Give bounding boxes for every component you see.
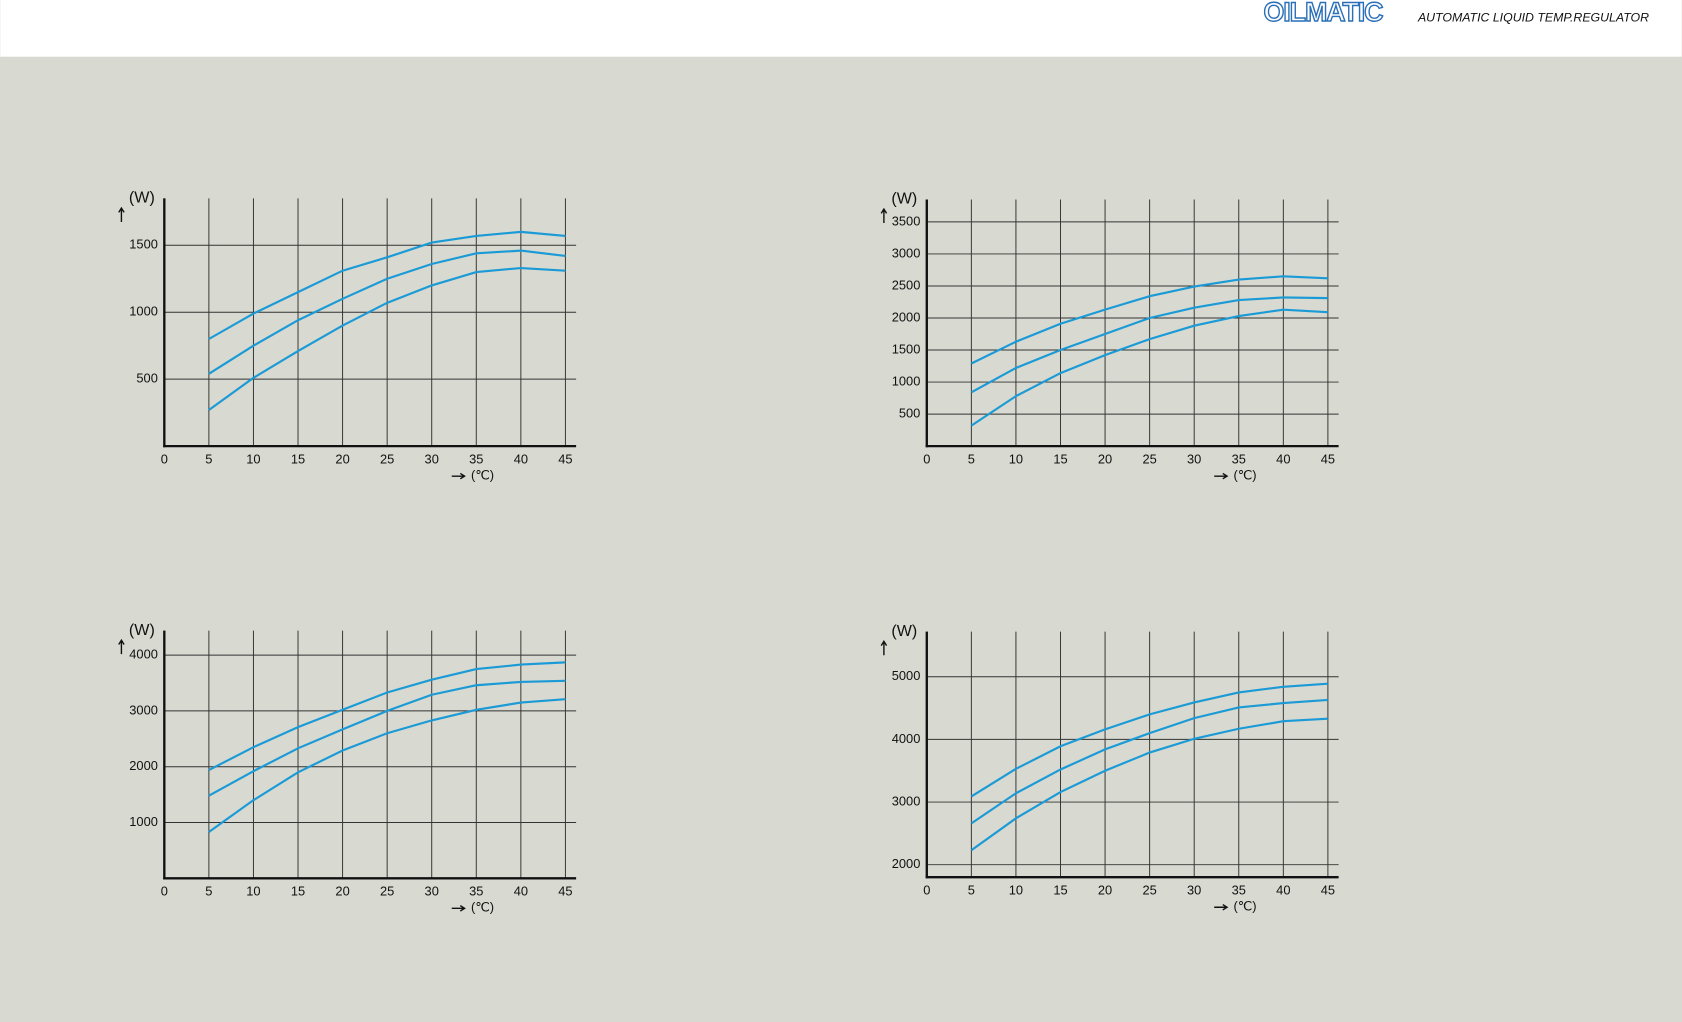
y-tick-label: 1500	[129, 237, 158, 252]
x-tick-label: 20	[335, 451, 349, 466]
x-tick-label: 40	[1276, 883, 1290, 898]
y-tick-label: 4000	[129, 647, 158, 662]
y-tick-label: 500	[136, 371, 157, 386]
y-axis-label: (W)	[129, 189, 155, 207]
x-axis-label: (℃)	[471, 468, 494, 483]
x-tick-label: 45	[558, 451, 572, 466]
data-line	[970, 308, 1328, 427]
x-tick-label: 5	[968, 451, 975, 466]
x-tick-label: 35	[469, 451, 483, 466]
x-tick-label: 5	[968, 883, 975, 898]
x-tick-label: 45	[1321, 883, 1335, 898]
content-background	[0, 56, 1682, 1022]
y-tick-label: 3000	[129, 702, 158, 717]
x-tick-label: 15	[1053, 451, 1067, 466]
y-tick-label: 2000	[129, 758, 158, 773]
y-axis-label: (W)	[129, 621, 155, 639]
x-tick-label: 30	[425, 451, 439, 466]
data-line	[970, 717, 1328, 852]
data-line	[208, 249, 566, 375]
y-tick-label: 1000	[892, 373, 921, 388]
x-tick-label: 25	[380, 884, 394, 899]
data-line	[208, 230, 566, 340]
y-tick-label: 4000	[892, 731, 921, 746]
x-tick-label: 35	[469, 884, 483, 899]
header-band	[0, 0, 1682, 57]
x-tick-label: 20	[335, 884, 349, 899]
data-line	[208, 679, 566, 797]
x-axis-label: (℃)	[471, 900, 494, 915]
x-tick-label: 10	[246, 884, 260, 899]
logo: OILMATIC	[1264, 0, 1384, 27]
y-tick-label: 1000	[129, 304, 158, 319]
x-tick-label: 40	[514, 451, 528, 466]
y-tick-label: 2500	[892, 277, 921, 292]
x-tick-label: 0	[923, 451, 930, 466]
x-tick-label: 35	[1232, 883, 1246, 898]
x-arrow	[1214, 472, 1229, 480]
tagline: AUTOMATIC LIQUID TEMP.REGULATOR	[1417, 10, 1649, 24]
x-arrow	[451, 472, 466, 480]
data-line	[970, 275, 1328, 365]
x-tick-label: 45	[558, 884, 572, 899]
x-tick-label: 10	[1009, 883, 1023, 898]
x-axis-label: (℃)	[1233, 899, 1256, 914]
data-line	[208, 661, 566, 772]
x-tick-label: 25	[380, 451, 394, 466]
x-tick-label: 45	[1321, 451, 1335, 466]
y-tick-label: 500	[899, 405, 920, 420]
x-tick-label: 15	[1053, 883, 1067, 898]
data-line	[970, 296, 1328, 394]
x-axis-label: (℃)	[1233, 468, 1256, 483]
data-line	[208, 266, 566, 411]
y-tick-label: 5000	[892, 668, 921, 683]
x-arrow	[451, 905, 466, 912]
x-tick-label: 30	[1187, 451, 1201, 466]
x-tick-label: 20	[1098, 883, 1112, 898]
y-arrow	[118, 206, 125, 222]
x-tick-label: 40	[514, 884, 528, 899]
y-arrow	[118, 638, 125, 655]
data-line	[208, 698, 566, 833]
y-axis-label: (W)	[891, 190, 917, 208]
x-tick-label: 25	[1142, 451, 1156, 466]
x-tick-label: 0	[161, 884, 168, 899]
y-tick-label: 3000	[892, 793, 921, 808]
y-tick-label: 2000	[892, 309, 921, 324]
y-tick-label: 2000	[892, 856, 921, 871]
y-arrow	[880, 639, 888, 656]
x-tick-label: 10	[246, 451, 260, 466]
y-tick-label: 3500	[892, 213, 921, 228]
y-tick-label: 1000	[129, 814, 158, 829]
y-arrow	[880, 207, 888, 224]
x-tick-label: 30	[1187, 883, 1201, 898]
x-tick-label: 15	[291, 451, 305, 466]
y-tick-label: 3000	[892, 245, 921, 260]
x-arrow	[1214, 903, 1229, 911]
x-tick-label: 30	[425, 884, 439, 899]
x-tick-label: 5	[205, 451, 212, 466]
x-tick-label: 25	[1142, 883, 1156, 898]
x-tick-label: 0	[923, 883, 930, 898]
y-axis-label: (W)	[891, 622, 917, 640]
y-tick-label: 1500	[892, 341, 921, 356]
x-tick-label: 10	[1009, 451, 1023, 466]
data-line	[970, 682, 1328, 798]
x-tick-label: 0	[161, 451, 168, 466]
x-tick-label: 40	[1276, 451, 1290, 466]
x-tick-label: 15	[291, 884, 305, 899]
x-tick-label: 20	[1098, 451, 1112, 466]
x-tick-label: 35	[1232, 451, 1246, 466]
x-tick-label: 5	[205, 884, 212, 899]
data-line	[970, 698, 1328, 825]
